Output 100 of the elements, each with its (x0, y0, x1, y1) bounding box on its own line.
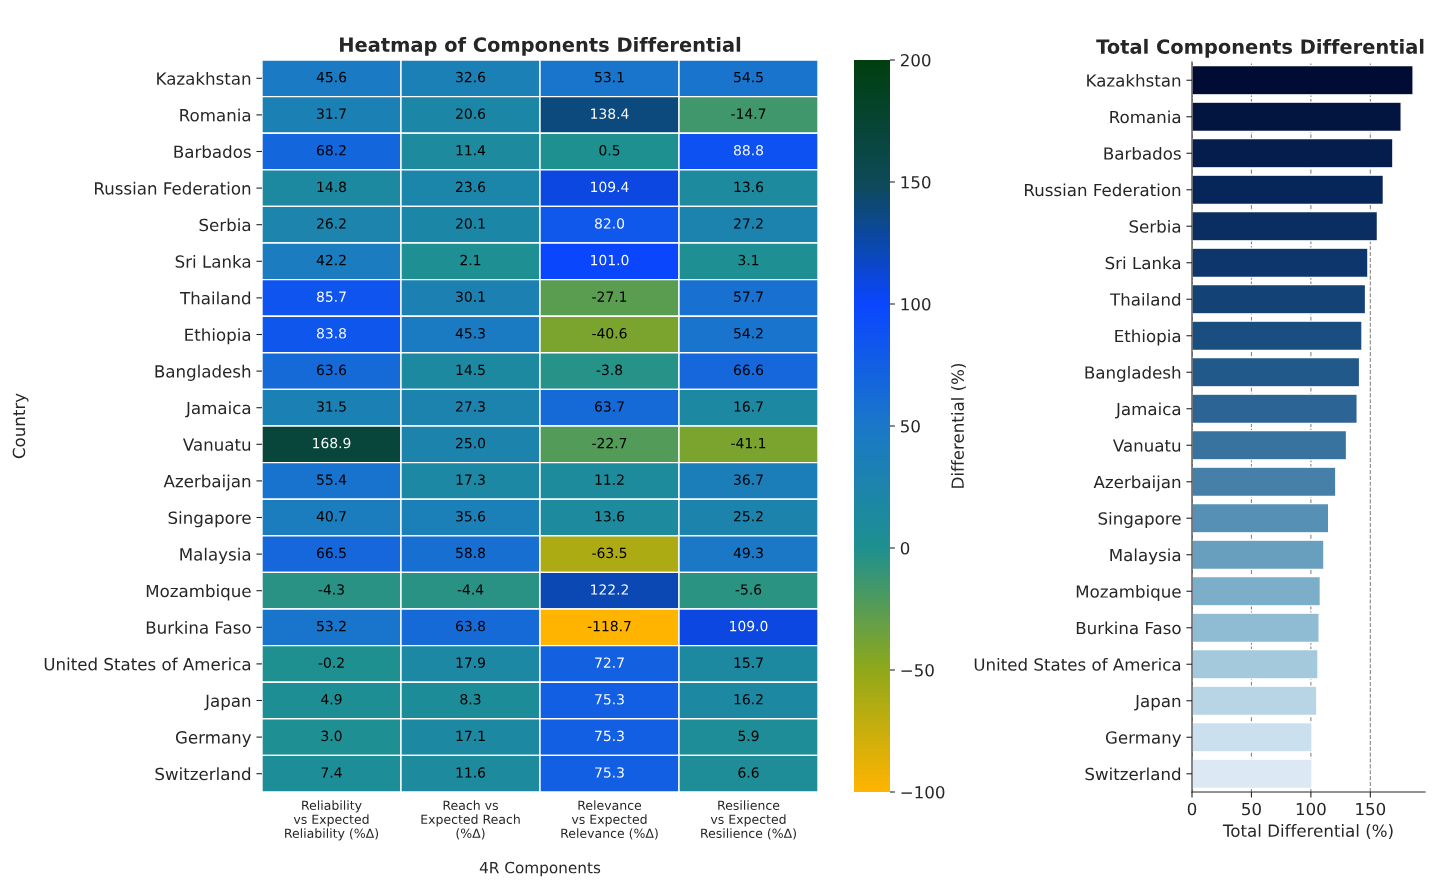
chart-title: Heatmap of Components Differential (340, 36, 741, 56)
y-tick-label: Azerbaijan (1093, 475, 1181, 492)
x-tick-label: 0 (1187, 802, 1197, 816)
y-tick-label: Jamaica (185, 401, 251, 418)
data-label: 45.6 (316, 71, 347, 83)
bar (1192, 320, 1363, 352)
data-label: 58.8 (456, 547, 486, 559)
color-bar-label: 0 (900, 541, 910, 555)
y-tick-label: Mozambique (146, 584, 251, 601)
bar (1192, 356, 1361, 388)
data-label: -5.6 (735, 584, 762, 595)
x-tick-label: 150 (1356, 802, 1386, 816)
y-tick-label: Singapore (168, 511, 251, 528)
y-tick-label: Japan (1134, 694, 1181, 711)
bar (1192, 685, 1318, 717)
data-label: 75.3 (595, 767, 624, 778)
y-tick-label: Russian Federation (1025, 183, 1181, 197)
data-label: 23.6 (456, 181, 486, 193)
bar (1192, 612, 1320, 644)
x-tick-label: Resilience vs Expected Resilience (%Δ) (701, 800, 796, 840)
data-label: 66.6 (734, 364, 764, 376)
x-tick-label: Reliability vs Expected Reliability (%Δ) (285, 800, 379, 841)
data-label: 3.1 (738, 254, 759, 266)
y-tick-label: Sri Lanka (175, 254, 251, 268)
data-label: 49.3 (733, 547, 763, 559)
data-label: 75.3 (595, 694, 624, 705)
data-label: 7.4 (321, 767, 342, 778)
data-label: 54.5 (734, 72, 763, 83)
bar (1192, 64, 1414, 96)
data-label: 14.8 (317, 181, 347, 193)
data-label: 54.2 (734, 328, 763, 339)
y-tick-label: Germany (1105, 731, 1182, 748)
x-axis-title: 4R Components (479, 861, 601, 877)
y-tick-label: Russian Federation (95, 181, 251, 195)
data-label: 11.6 (456, 767, 486, 778)
data-label: -27.1 (592, 291, 627, 302)
y-tick-label: Mozambique (1076, 584, 1181, 602)
y-tick-label: Bangladesh (155, 364, 251, 381)
data-label: 30.1 (456, 291, 485, 302)
data-label: 66.5 (317, 547, 346, 559)
y-tick-label: Ethiopia (185, 328, 251, 345)
y-tick-label: Switzerland (155, 767, 251, 781)
color-bar-label: −50 (901, 663, 934, 677)
data-label: 17.1 (456, 730, 485, 741)
data-label: -41.1 (731, 438, 766, 449)
data-label: 20.1 (456, 218, 485, 229)
y-tick-label: Japan (204, 694, 251, 711)
data-label: 42.2 (316, 254, 346, 266)
data-label: 20.6 (456, 108, 486, 119)
data-label: 68.2 (317, 145, 346, 156)
y-tick-label: Switzerland (1085, 767, 1181, 781)
color-bar-label: 150 (901, 175, 931, 189)
bar (1192, 539, 1325, 571)
data-label: 13.6 (595, 511, 625, 522)
bar (1192, 758, 1313, 790)
bar (1192, 137, 1394, 169)
data-label: -4.4 (457, 584, 484, 595)
data-label: 27.2 (734, 218, 763, 229)
data-label: 17.3 (456, 474, 485, 485)
y-tick-label: Malaysia (1110, 548, 1181, 565)
bar (1192, 283, 1367, 315)
data-label: 13.6 (734, 181, 764, 193)
data-label: -40.6 (592, 328, 627, 339)
y-tick-label: Burkina Faso (1076, 621, 1181, 635)
data-label: 63.6 (317, 364, 347, 376)
y-tick-label: Barbados (174, 145, 251, 159)
data-label: 16.7 (734, 401, 763, 412)
data-label: 122.2 (591, 584, 628, 595)
y-tick-label: Azerbaijan (163, 474, 251, 491)
y-tick-label: Barbados (1104, 146, 1181, 160)
y-tick-label: Kazakhstan (157, 71, 251, 85)
x-axis-title: Total Differential (%) (1222, 824, 1393, 839)
data-label: 32.6 (456, 71, 486, 83)
chart-title: Total Components Differential (1096, 38, 1424, 58)
color-bar-label: 50 (901, 419, 920, 433)
y-tick-label: Burkina Faso (146, 620, 251, 634)
data-label: -118.7 (587, 620, 631, 632)
color-bar-label: 200 (900, 53, 931, 67)
y-tick-label: Vanuatu (182, 438, 251, 451)
y-tick-label: Ethiopia (1115, 329, 1181, 346)
bar (1192, 101, 1402, 133)
data-label: 109.0 (730, 620, 768, 632)
bar (1192, 648, 1319, 680)
data-label: 31.5 (317, 401, 346, 412)
data-label: 109.4 (591, 181, 629, 193)
data-label: -0.2 (318, 657, 344, 668)
bar (1192, 247, 1369, 279)
data-label: 26.2 (317, 218, 346, 229)
bar (1192, 575, 1322, 607)
y-tick-label: Sri Lanka (1105, 256, 1181, 270)
data-label: 36.7 (734, 474, 763, 485)
data-label: 0.5 (599, 145, 620, 156)
y-tick-label: Kazakhstan (1087, 73, 1181, 87)
y-tick-label: United States of America (44, 657, 251, 671)
data-label: 40.7 (316, 511, 346, 522)
bar (1192, 466, 1337, 498)
x-tick-label: Reach vs Expected Reach (%Δ) (421, 800, 520, 840)
x-tick-label: 100 (1296, 802, 1326, 816)
y-tick-label: Germany (175, 731, 252, 747)
bar (1192, 502, 1330, 534)
